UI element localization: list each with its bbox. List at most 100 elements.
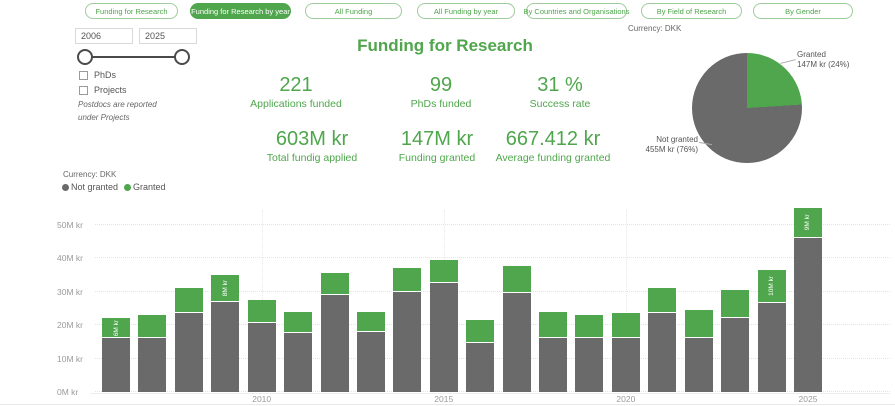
phds-checkbox-row[interactable]: PhDs (79, 70, 116, 80)
bar-2010[interactable] (247, 299, 276, 392)
bar-2021-not-granted[interactable] (648, 313, 677, 392)
bar-2012-granted[interactable] (320, 273, 349, 295)
bar-2006-not-granted[interactable] (102, 338, 130, 392)
bar-2022-not-granted[interactable] (684, 338, 713, 392)
tab-by-field-of-research[interactable]: By Field of Research (641, 3, 742, 19)
tab-all-funding[interactable]: All Funding (305, 3, 402, 19)
bar-2020-not-granted[interactable] (611, 338, 640, 392)
bar-2025[interactable]: 9M kr (793, 207, 822, 392)
legend-item-not-granted[interactable]: Not granted (62, 182, 118, 192)
bar-2022[interactable] (684, 309, 713, 392)
bar-2007-not-granted[interactable] (138, 338, 167, 392)
bar-2016-granted[interactable] (466, 320, 495, 344)
bar-2015[interactable] (429, 259, 458, 392)
currency-label-top: Currency: DKK (628, 24, 682, 33)
kpi-value: 667.412 kr (505, 128, 601, 150)
tab-by-gender[interactable]: By Gender (753, 3, 853, 19)
bar-2009-granted-label: 8M kr (221, 279, 229, 296)
bar-2008[interactable] (174, 288, 203, 392)
y-tick-label: 30M kr (57, 286, 83, 297)
bar-2009-not-granted[interactable] (211, 301, 240, 392)
bar-2023-not-granted[interactable] (721, 318, 750, 392)
bar-2009-granted[interactable]: 8M kr (211, 274, 240, 302)
bar-2024-granted-label: 10M kr (768, 276, 776, 296)
bar-2008-granted[interactable] (174, 288, 203, 314)
bar-2006-granted-label: 6M kr (112, 319, 120, 336)
bar-2022-granted[interactable] (684, 309, 713, 339)
bar-2025-not-granted[interactable] (793, 237, 822, 392)
legend-item-granted[interactable]: Granted (124, 182, 166, 192)
bar-2016[interactable] (466, 320, 495, 392)
granted-pie-chart[interactable] (692, 53, 802, 163)
bar-2017-granted[interactable] (502, 266, 531, 294)
bar-2023-granted[interactable] (721, 289, 750, 319)
bar-2006-granted[interactable]: 6M kr (102, 318, 130, 339)
tab-by-countries-and-organisations[interactable]: By Countries and Organisations (524, 3, 629, 19)
bar-2019-granted[interactable] (575, 314, 604, 339)
tab-funding-for-research[interactable]: Funding for Research (85, 3, 178, 19)
bar-2020-granted[interactable] (611, 313, 640, 339)
kpi-label: Funding granted (398, 152, 476, 164)
bar-2019[interactable] (575, 314, 604, 392)
bar-2009[interactable]: 8M kr (211, 274, 240, 392)
pie-granted-leader-line (780, 59, 796, 64)
y-tick-label: 10M kr (57, 353, 83, 364)
bar-2011-granted[interactable] (284, 311, 313, 334)
bar-2010-not-granted[interactable] (247, 323, 276, 392)
bar-2024-granted[interactable]: 10M kr (757, 269, 786, 304)
year-range-slider-track[interactable] (85, 56, 182, 58)
projects-checkbox-row[interactable]: Projects (79, 85, 127, 95)
year-to-input[interactable] (139, 28, 197, 44)
bar-2021[interactable] (648, 288, 677, 392)
y-tick-label: 20M kr (57, 320, 83, 330)
h-gridline (95, 257, 890, 258)
bar-2013-granted[interactable] (356, 311, 385, 332)
kpi-funding-granted: 147M kr Funding granted (399, 128, 475, 164)
bar-2006[interactable]: 6M kr (102, 318, 130, 392)
year-range-slider-handle-left[interactable] (77, 49, 93, 65)
projects-checkbox[interactable] (79, 85, 88, 95)
bar-2008-not-granted[interactable] (174, 313, 203, 392)
year-from-input[interactable] (75, 28, 133, 44)
bar-2011-not-granted[interactable] (284, 333, 313, 392)
bar-2016-not-granted[interactable] (466, 343, 495, 392)
bar-2015-not-granted[interactable] (429, 283, 458, 392)
kpi-label: Average funding granted (495, 152, 611, 164)
bar-2014[interactable] (393, 268, 422, 392)
tab-all-funding-by-year[interactable]: All Funding by year (417, 3, 515, 19)
bar-2015-granted[interactable] (429, 259, 458, 284)
bar-2018[interactable] (539, 311, 568, 392)
bar-2007-granted[interactable] (138, 314, 167, 339)
bar-2023[interactable] (721, 289, 750, 392)
bar-2010-granted[interactable] (247, 299, 276, 324)
bar-2018-granted[interactable] (539, 311, 568, 339)
granted-legend-label: Granted (133, 182, 166, 192)
x-tick-label: 2010 (252, 394, 272, 404)
bar-2025-granted[interactable]: 9M kr (793, 207, 822, 238)
bar-2012-not-granted[interactable] (320, 294, 349, 392)
bar-2013-not-granted[interactable] (356, 331, 385, 392)
bar-2013[interactable] (356, 311, 385, 392)
bar-2014-not-granted[interactable] (393, 291, 422, 392)
bar-2021-granted[interactable] (648, 288, 677, 314)
bar-2017[interactable] (502, 266, 531, 392)
pie-not-granted-label: Not granted 455M kr (76%) (638, 135, 698, 155)
tab-funding-for-research-by-year[interactable]: Funding for Research by year (190, 3, 291, 19)
bar-2024-not-granted[interactable] (757, 303, 786, 392)
bar-2011[interactable] (284, 311, 313, 392)
bar-2007[interactable] (138, 314, 167, 392)
bar-2018-not-granted[interactable] (539, 338, 568, 392)
phds-checkbox[interactable] (79, 70, 88, 80)
currency-label-bar-chart: Currency: DKK (63, 170, 117, 179)
postdocs-note-line1: Postdocs are reported (78, 100, 157, 109)
bar-2024[interactable]: 10M kr (757, 269, 786, 392)
kpi-applications-funded: 221 Applications funded (250, 74, 342, 110)
year-range-slider-handle-right[interactable] (174, 49, 190, 65)
bar-2014-granted[interactable] (393, 268, 422, 292)
bar-2020[interactable] (611, 313, 640, 392)
v-gridline (625, 210, 627, 392)
bar-2025-granted-label: 9M kr (804, 214, 812, 231)
bar-2019-not-granted[interactable] (575, 338, 604, 392)
bar-2017-not-granted[interactable] (502, 293, 531, 392)
bar-2012[interactable] (320, 273, 349, 392)
